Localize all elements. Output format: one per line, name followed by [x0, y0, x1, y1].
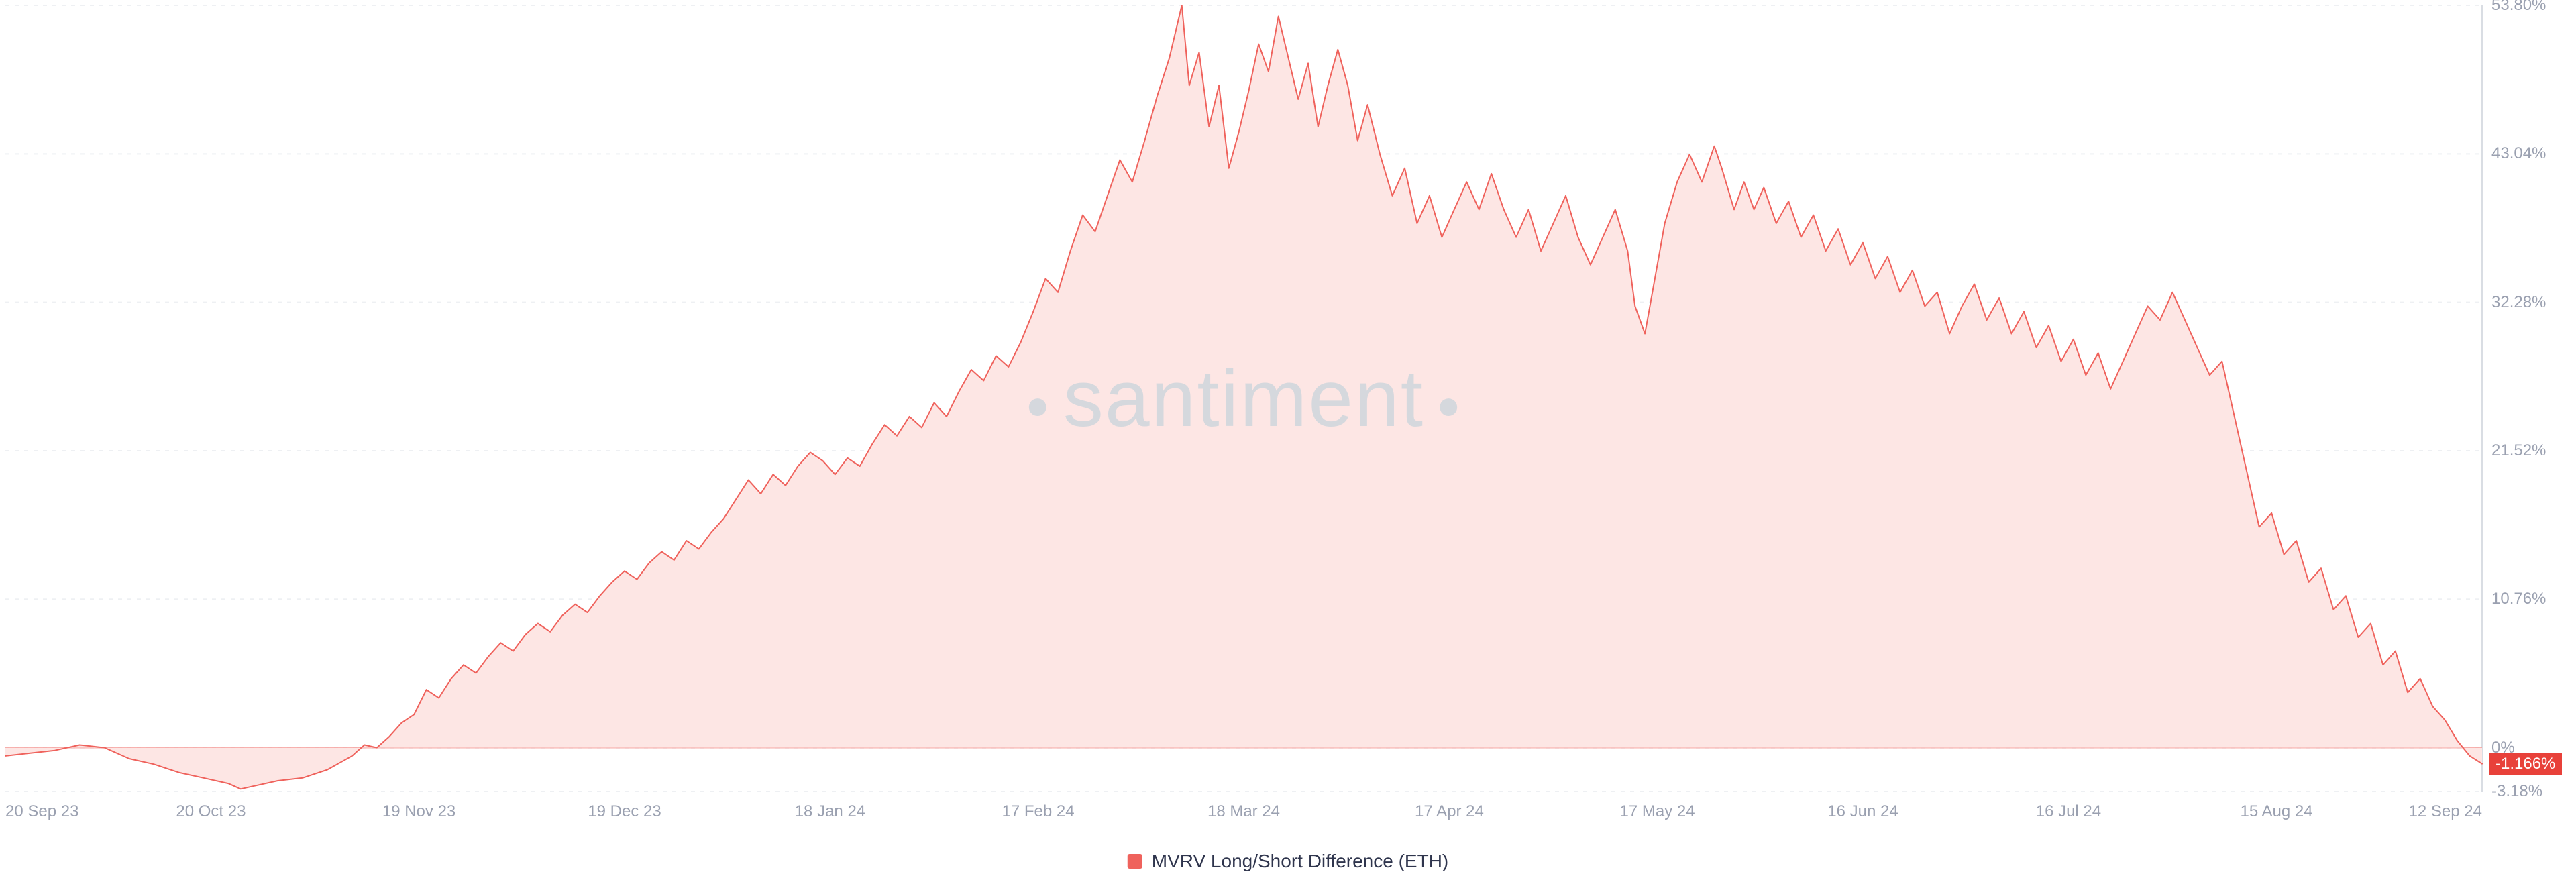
last-value-badge: -1.166% — [2489, 753, 2562, 775]
x-tick-label: 20 Sep 23 — [5, 802, 78, 821]
x-tick-label: 19 Dec 23 — [588, 802, 661, 821]
x-tick-label: 18 Mar 24 — [1208, 802, 1280, 821]
legend-swatch — [1128, 854, 1142, 869]
y-tick-label: 53.80% — [2491, 0, 2546, 15]
x-tick-label: 18 Jan 24 — [795, 802, 865, 821]
x-tick-label: 19 Nov 23 — [382, 802, 455, 821]
y-tick-label: 43.04% — [2491, 144, 2546, 163]
x-tick-label: 15 Aug 24 — [2241, 802, 2313, 821]
y-tick-label: 10.76% — [2491, 590, 2546, 608]
x-tick-label: 16 Jun 24 — [1827, 802, 1898, 821]
y-tick-label: 32.28% — [2491, 293, 2546, 312]
legend: MVRV Long/Short Difference (ETH) — [1128, 851, 1448, 872]
x-tick-label: 12 Sep 24 — [2409, 802, 2482, 821]
x-tick-label: 20 Oct 23 — [176, 802, 246, 821]
y-tick-label: 21.52% — [2491, 441, 2546, 460]
x-tick-label: 16 Jul 24 — [2036, 802, 2101, 821]
x-tick-label: 17 May 24 — [1620, 802, 1695, 821]
chart-svg — [0, 0, 2576, 872]
x-tick-label: 17 Feb 24 — [1002, 802, 1075, 821]
legend-label: MVRV Long/Short Difference (ETH) — [1152, 851, 1448, 872]
x-tick-label: 17 Apr 24 — [1415, 802, 1484, 821]
chart-container: ●santiment● 53.80%43.04%32.28%21.52%10.7… — [0, 0, 2576, 872]
y-tick-label: -3.18% — [2491, 782, 2542, 801]
last-value-text: -1.166% — [2496, 755, 2555, 773]
